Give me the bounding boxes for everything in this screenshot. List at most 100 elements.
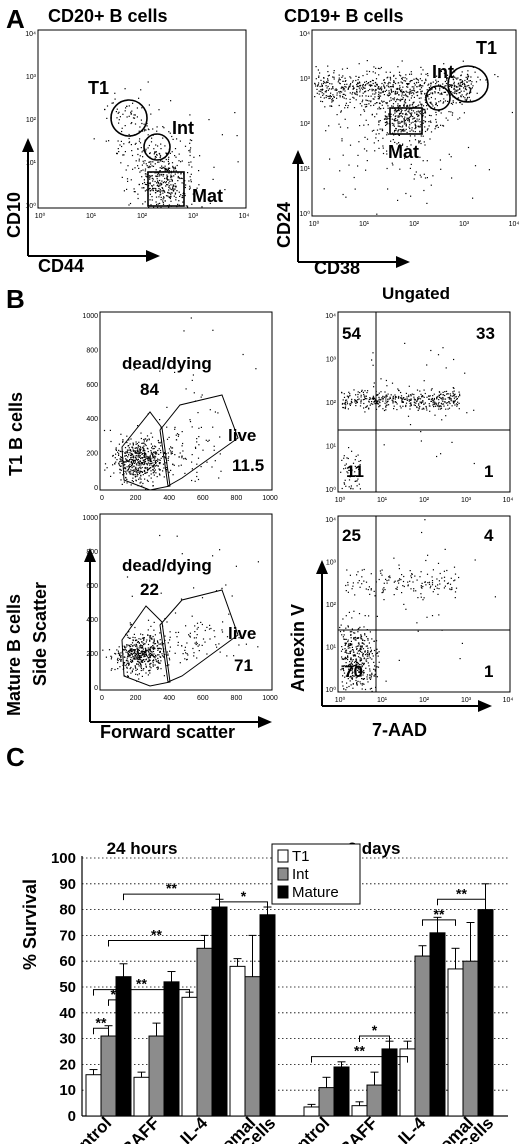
cell-event-dot [161,644,163,646]
cell-event-dot [150,477,152,479]
cell-event-dot [116,659,119,661]
cell-event-dot [431,92,434,94]
cell-event-dot [459,88,461,90]
cell-event-dot [341,658,343,660]
cell-event-dot [430,102,432,104]
cell-event-dot [394,401,396,403]
cell-event-dot [408,109,410,111]
cell-event-dot [155,188,157,190]
cell-event-dot [334,89,336,91]
cell-event-dot [152,662,154,664]
bar-int [100,1035,117,1117]
cell-event-dot [200,621,202,623]
cell-event-dot [386,123,388,125]
cell-event-dot [148,650,150,652]
cell-event-dot [410,122,412,124]
x-tick-label: 10⁴ [503,697,514,704]
cell-event-dot [384,82,386,84]
cell-event-dot [440,112,442,114]
cell-event-dot [130,644,132,646]
cell-event-dot [127,652,129,654]
cell-event-dot [161,183,163,185]
cell-event-dot [314,82,316,84]
t1-quadrant-ul: 54 [342,324,361,343]
cell-event-dot [403,94,405,96]
cell-event-dot [414,120,416,122]
cell-event-dot [158,473,161,475]
cell-event-dot [332,76,334,78]
cell-event-dot [366,73,368,75]
cell-event-dot [355,677,357,679]
cell-event-dot [451,177,453,179]
cell-event-dot [403,128,405,130]
cell-event-dot [111,102,113,104]
cell-event-dot [144,470,146,472]
cell-event-dot [173,170,175,172]
cell-event-dot [108,140,110,142]
cell-event-dot [149,161,151,163]
cell-event-dot [408,385,410,387]
cell-event-dot [374,150,376,152]
cell-event-dot [427,75,429,77]
group-title: 3 days [348,839,401,858]
cell-event-dot [474,165,477,167]
cell-event-dot [399,89,401,91]
cell-event-dot [392,98,394,100]
cell-event-dot [382,101,384,103]
cell-event-dot [361,642,363,644]
cell-event-dot [351,660,353,662]
cell-event-dot [163,127,165,129]
cell-event-dot [172,463,174,466]
cell-event-dot [368,653,370,656]
cell-event-dot [397,109,399,111]
cell-event-dot [365,84,367,86]
cell-event-dot [189,176,191,178]
mature-dead-label: dead/dying [122,556,212,575]
cell-event-dot [327,75,329,77]
cell-event-dot [147,634,149,636]
cell-event-dot [125,458,127,460]
cell-event-dot [378,396,380,398]
cell-event-dot [386,150,388,152]
cell-event-dot [178,127,181,129]
cell-event-dot [385,409,387,411]
cell-event-dot [163,452,166,455]
cell-event-dot [344,648,346,650]
cell-event-dot [365,658,367,660]
cell-event-dot [184,145,187,147]
plot-a-right-points [314,60,513,215]
cell-event-dot [317,69,319,71]
cell-event-dot [163,161,165,163]
cell-event-dot [134,456,136,458]
cell-event-dot [413,393,415,396]
cell-event-dot [327,65,329,67]
cell-event-dot [328,88,330,90]
cell-event-dot [190,179,192,181]
cell-event-dot [470,83,472,85]
cell-event-dot [349,403,351,405]
cell-event-dot [431,584,434,586]
cell-event-dot [423,141,425,143]
cell-event-dot [153,467,155,469]
cell-event-dot [343,457,345,459]
cell-event-dot [138,659,140,661]
cell-event-dot [130,661,132,663]
cell-event-dot [434,401,436,403]
cell-event-dot [377,403,380,405]
cell-event-dot [465,99,467,101]
cell-event-dot [388,576,390,578]
cell-event-dot [132,636,134,638]
cell-event-dot [349,661,351,663]
cell-event-dot [144,438,146,440]
cell-event-dot [209,409,211,411]
cell-event-dot [136,473,138,475]
cell-event-dot [117,140,119,142]
significance-marker: ** [434,906,445,922]
x-tick-label: 10¹ [377,697,388,704]
y-tick-label: 10⁰ [25,202,36,210]
gate-label-t1-right: T1 [476,38,498,58]
cell-event-dot [156,153,158,156]
cell-event-dot [368,100,370,102]
cell-event-dot [350,83,352,85]
cell-event-dot [343,93,345,95]
